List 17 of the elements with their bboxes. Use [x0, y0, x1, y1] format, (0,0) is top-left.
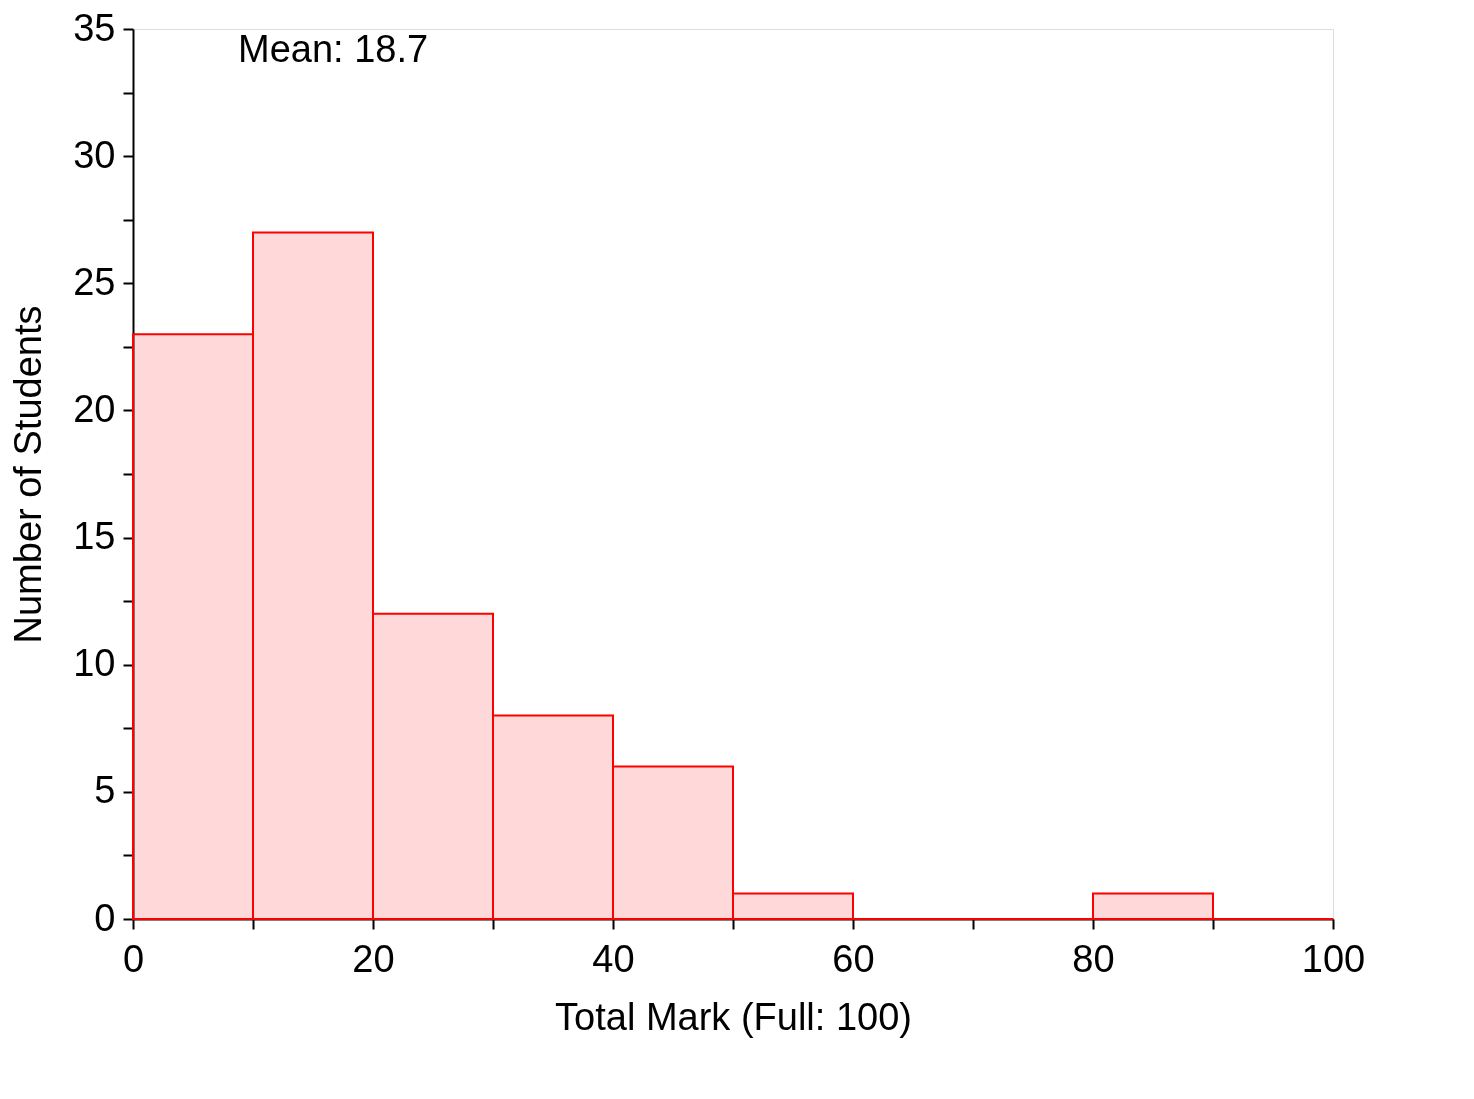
annotation: Mean: 18.7 [238, 28, 429, 70]
x-tick-label: 40 [592, 937, 635, 980]
y-tick-label: 5 [94, 769, 116, 812]
y-tick-label: 10 [73, 642, 116, 685]
x-tick-label: 80 [1072, 937, 1115, 980]
x-axis-title: Total Mark (Full: 100) [555, 995, 912, 1038]
y-axis-title: Number of Students [7, 305, 50, 644]
y-tick-label: 15 [73, 515, 116, 558]
x-tick-label: 60 [832, 937, 875, 980]
x-tick-label: 0 [122, 937, 145, 980]
y-tick-label: 25 [73, 260, 116, 303]
x-tick-label: 20 [352, 937, 395, 980]
x-tick-label: 100 [1301, 937, 1366, 980]
y-tick-label: 20 [73, 387, 116, 430]
y-tick-label: 35 [73, 6, 116, 49]
y-tick-label: 0 [94, 896, 116, 939]
y-tick-label: 30 [73, 133, 116, 176]
